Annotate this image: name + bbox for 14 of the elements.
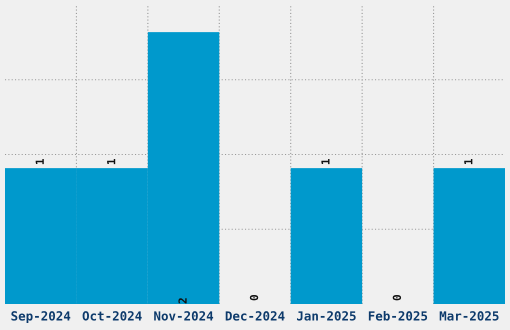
data-label: 0 bbox=[392, 294, 402, 300]
data-label: 2 bbox=[178, 298, 187, 304]
x-tick-label: Sep-2024 bbox=[11, 311, 70, 324]
x-tick-label: Jan-2025 bbox=[296, 311, 356, 321]
x-tick-label: Dec-2024 bbox=[226, 311, 285, 321]
data-label: 1 bbox=[107, 158, 116, 164]
data-label: 1 bbox=[464, 158, 472, 164]
x-tick-label: Mar-2025 bbox=[440, 311, 499, 321]
data-label: 1 bbox=[36, 158, 44, 164]
data-label: 0 bbox=[250, 294, 258, 300]
x-tick-label: Feb-2025 bbox=[368, 310, 428, 321]
data-label: 1 bbox=[321, 158, 330, 164]
x-tick-label: Nov-2024 bbox=[154, 311, 214, 321]
x-tick-label: Oct-2024 bbox=[82, 311, 142, 321]
